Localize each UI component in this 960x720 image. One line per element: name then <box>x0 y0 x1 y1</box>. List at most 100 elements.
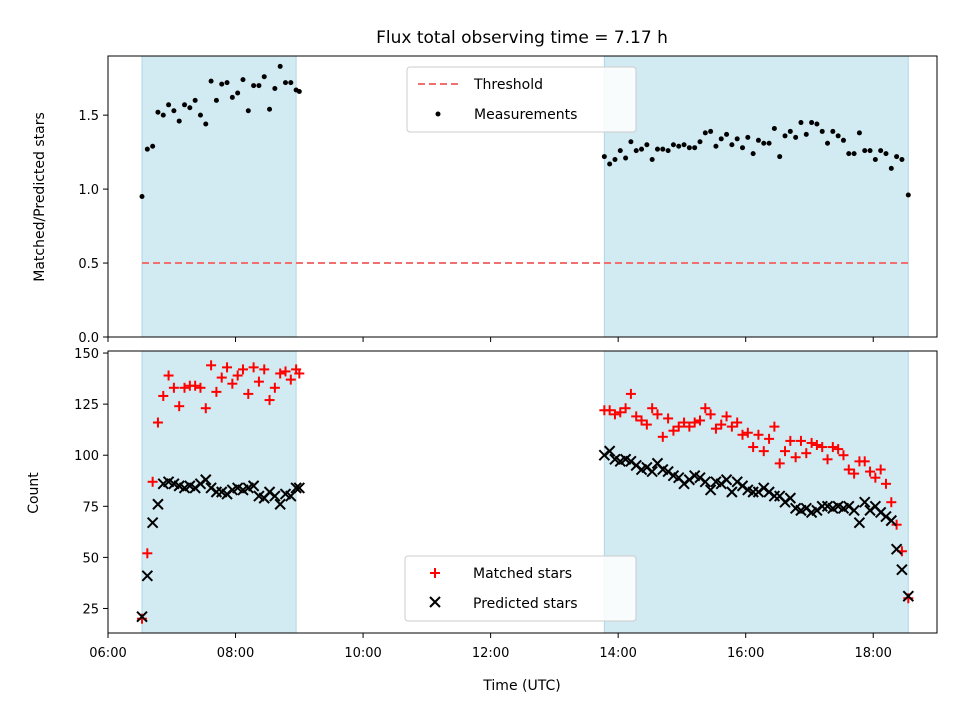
matched-star-marker <box>785 435 796 446</box>
predicted-marker-b <box>789 502 802 515</box>
measurement-point <box>197 112 203 118</box>
measurement-point <box>166 102 172 108</box>
legend-matched-label: Matched stars <box>473 566 572 582</box>
matched-star-marker <box>636 415 647 426</box>
predicted-star-marker <box>285 490 297 502</box>
matched-star-marker <box>216 372 227 383</box>
matched-star-marker <box>158 390 169 401</box>
measurement-point <box>267 106 273 112</box>
measurement-point <box>639 146 645 152</box>
measurement-point <box>144 146 150 152</box>
bottom-legend: Matched stars Predicted stars <box>404 555 637 622</box>
x-tick-label: 18:00 <box>854 646 891 661</box>
matched-star-marker <box>652 409 663 420</box>
y-tick-label: 50 <box>82 551 99 566</box>
legend-threshold-label: Threshold <box>473 77 543 93</box>
predicted-marker-b <box>651 457 664 470</box>
matched-star-marker <box>668 425 679 436</box>
matched-star-marker <box>673 421 684 432</box>
measurement-point <box>697 139 703 145</box>
bottom-axes-frame <box>107 350 938 634</box>
top-panel: 0.0 0.5 1.0 1.5 Matched/Predicted stars Thr… <box>32 55 938 346</box>
predicted-marker-b <box>609 453 621 466</box>
matched-star-marker <box>694 415 705 426</box>
measurement-point <box>633 148 639 154</box>
measurement-point <box>628 139 634 145</box>
measurement-point <box>623 155 629 161</box>
y-tick-label: 1.5 <box>78 109 99 124</box>
predicted-star-marker <box>896 563 908 576</box>
predicted-star-marker <box>699 476 712 488</box>
measurement-point <box>740 145 746 151</box>
matched-star-marker <box>684 421 695 432</box>
measurement-point <box>644 142 650 148</box>
predicted-marker-b <box>603 445 616 457</box>
measurement-point <box>676 143 682 149</box>
matched-star-marker <box>742 427 753 438</box>
matched-star-marker <box>179 382 190 393</box>
measurement-point <box>692 145 698 151</box>
predicted-star-marker <box>603 445 616 457</box>
measurement-point <box>229 94 235 100</box>
x-axis-label: Time (UTC) <box>482 678 560 694</box>
measurement-point <box>251 83 257 89</box>
predicted-marker-b <box>657 463 669 476</box>
predicted-marker-b <box>667 469 680 482</box>
measurement-point <box>856 130 862 136</box>
measurement-point <box>713 143 719 149</box>
measurement-point <box>905 192 911 198</box>
matched-star-marker <box>280 366 291 377</box>
measurement-point <box>745 134 751 140</box>
predicted-star-marker <box>885 514 898 527</box>
predicted-marker-b <box>821 500 834 513</box>
predicted-marker-b <box>710 476 722 488</box>
measurement-point <box>296 88 302 94</box>
predicted-star-marker <box>290 482 302 494</box>
measurement-point <box>755 137 761 143</box>
x-tick-label: 10:00 <box>344 646 381 661</box>
matched-star-marker <box>827 442 838 453</box>
predicted-marker-b <box>885 514 898 527</box>
legend-measurements-swatch <box>435 111 441 117</box>
top-legend-box <box>406 66 637 133</box>
matched-star-marker <box>721 411 732 422</box>
matched-star-marker <box>142 548 153 559</box>
legend-predicted-swatch <box>429 596 441 608</box>
top-y-axis-label: Matched/Predicted stars <box>32 112 48 282</box>
matched-star-marker <box>849 468 860 479</box>
predicted-star-marker <box>146 516 159 529</box>
measurement-point <box>187 105 193 111</box>
predicted-marker-b <box>274 498 286 510</box>
matched-star-marker <box>147 476 158 487</box>
predicted-marker-b <box>784 492 797 504</box>
x-tick-label: 12:00 <box>472 646 509 661</box>
predicted-star-marker <box>704 484 717 496</box>
bottom-axes: 25 50 75 100 125 150 06:00 08:00 10:00 12:00 14:00… <box>74 347 938 661</box>
measurement-point <box>256 83 262 89</box>
measurement-point <box>803 131 809 137</box>
measurement-point <box>793 134 799 140</box>
matched-star-marker <box>758 446 769 457</box>
measurement-point <box>182 102 188 108</box>
measurement-point <box>766 140 772 146</box>
matched-star-marker <box>269 382 280 393</box>
measurement-point <box>601 154 607 160</box>
predicted-stars-points <box>136 445 915 623</box>
measurement-point <box>830 128 836 134</box>
measurement-point <box>708 128 714 134</box>
matched-star-marker <box>620 403 631 414</box>
x-tick-label: 06:00 <box>89 646 126 661</box>
matched-star-marker <box>790 452 801 463</box>
measurement-point <box>867 148 873 154</box>
matched-star-marker <box>631 411 642 422</box>
predicted-star-marker <box>720 474 733 486</box>
measurement-point <box>724 131 730 137</box>
matched-star-marker <box>285 374 296 385</box>
measurement-point <box>660 146 666 152</box>
measurement-point <box>224 80 230 86</box>
measurement-point <box>787 128 793 134</box>
predicted-star-marker <box>890 543 903 555</box>
matched-star-marker <box>227 378 238 389</box>
matched-stars-points <box>137 360 914 624</box>
predicted-star-marker <box>200 474 212 486</box>
